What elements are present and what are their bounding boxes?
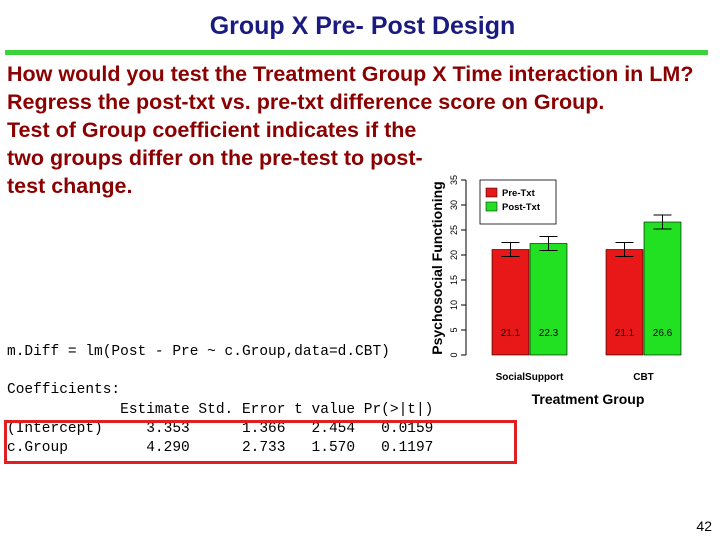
x-axis-title: Treatment Group xyxy=(532,391,645,407)
bar-value-label: 26.6 xyxy=(653,328,673,339)
x-category-label: CBT xyxy=(633,372,654,383)
legend-label: Pre-Txt xyxy=(502,188,536,199)
bar xyxy=(529,243,568,356)
bar-value-label: 21.1 xyxy=(501,328,521,339)
bar-value-label: 21.1 xyxy=(615,328,635,339)
explanation-text: Test of Group coefficient indicates if t… xyxy=(7,118,423,198)
y-tick-label: 25 xyxy=(449,225,459,235)
legend-swatch xyxy=(485,187,498,198)
coefficients-highlight xyxy=(4,420,517,464)
coefficient-row-intercept: (Intercept) 3.353 1.366 2.454 0.0159 xyxy=(7,421,434,437)
legend-label: Post-Txt xyxy=(502,202,541,213)
slide-body: How would you test the Treatment Group X… xyxy=(7,60,712,200)
y-tick-label: 35 xyxy=(449,175,459,185)
coefficient-row-group: c.Group 4.290 2.733 1.570 0.1197 xyxy=(7,440,434,456)
bar xyxy=(605,249,644,356)
legend-swatch xyxy=(485,201,498,212)
x-category-label: SocialSupport xyxy=(496,372,564,383)
bar-chart: 0 5 10 15 20 25 30 35 Psychosocial Functioning 21… xyxy=(428,168,720,413)
bar xyxy=(643,221,682,356)
y-axis-title: Psychosocial Functioning xyxy=(429,181,445,354)
bar xyxy=(491,249,530,356)
y-tick-label: 0 xyxy=(449,352,459,357)
slide-title: Group X Pre- Post Design xyxy=(209,12,516,40)
y-tick-label: 20 xyxy=(449,250,459,260)
bar-value-label: 22.3 xyxy=(539,328,559,339)
page-number: 42 xyxy=(696,518,712,534)
answer-text: Regress the post-txt vs. pre-txt differe… xyxy=(7,90,605,114)
y-tick-label: 30 xyxy=(449,200,459,210)
y-tick-label: 5 xyxy=(449,327,459,332)
coefficients-label: Coefficients: xyxy=(7,382,121,398)
y-tick-label: 15 xyxy=(449,275,459,285)
model-code: m.Diff = lm(Post - Pre ~ c.Group,data=d.… xyxy=(7,344,390,360)
coefficients-header: Estimate Std. Error t value Pr(>|t|) xyxy=(7,402,434,418)
title-divider xyxy=(5,50,708,55)
y-tick-label: 10 xyxy=(449,300,459,310)
chart-svg: 0 5 10 15 20 25 30 35 Psychosocial Functioning 21… xyxy=(429,175,682,407)
question-text: How would you test the Treatment Group X… xyxy=(7,62,694,86)
